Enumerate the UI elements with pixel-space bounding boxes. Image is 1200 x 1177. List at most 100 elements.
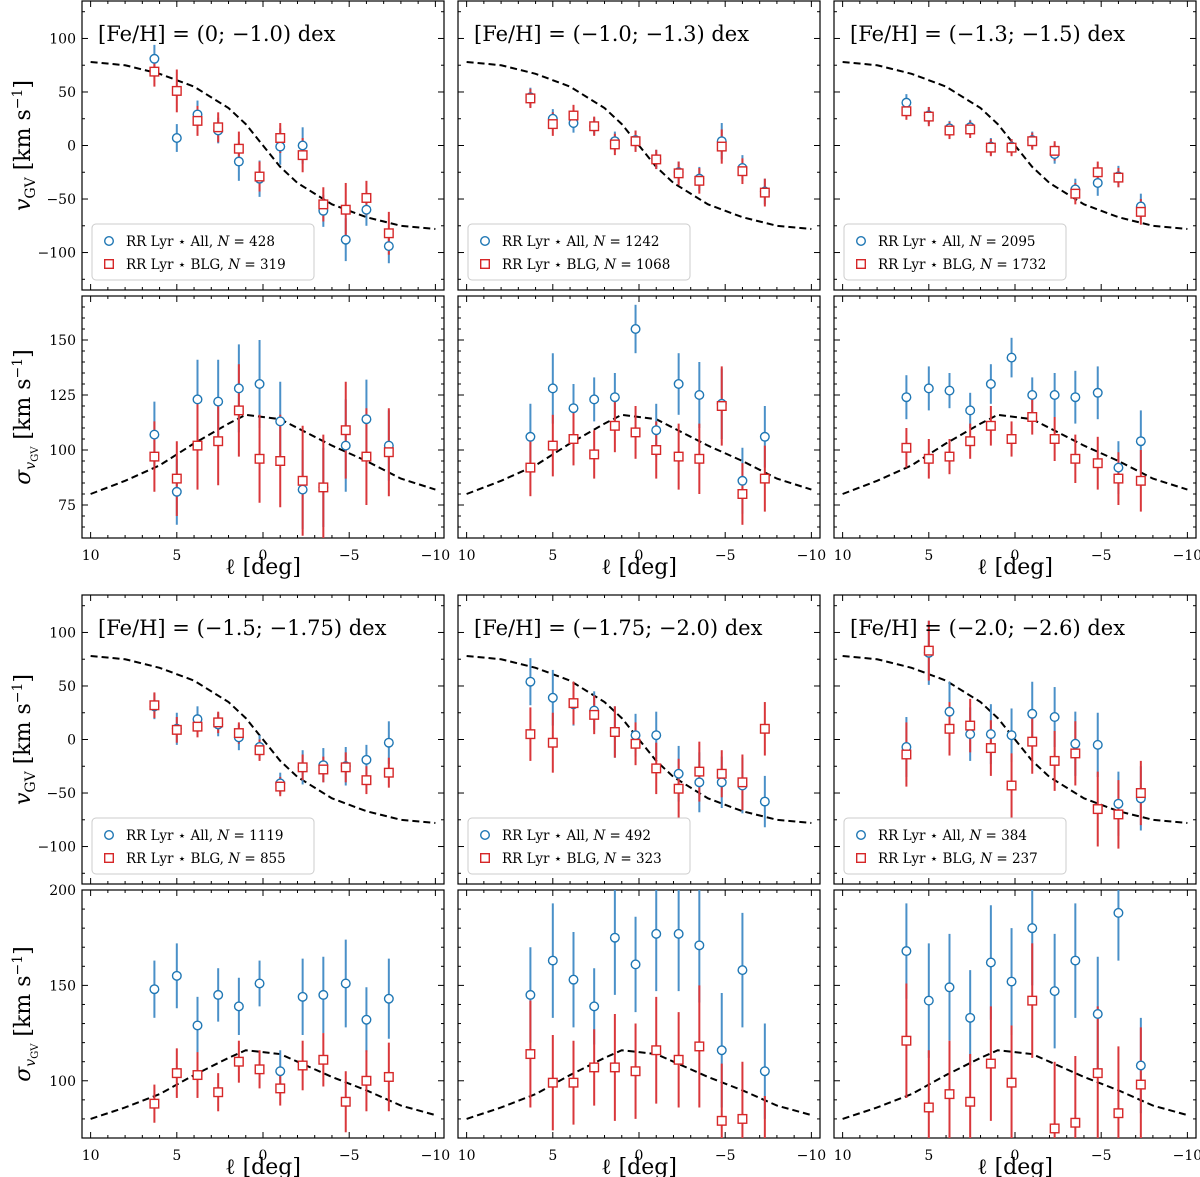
- disp-series: [901, 890, 1146, 1138]
- legend-box: [467, 223, 691, 281]
- mean-all-point: [901, 97, 912, 108]
- disp-all-point: [254, 978, 265, 989]
- disp-blg-point: [694, 453, 705, 464]
- disp-all-point: [694, 390, 705, 401]
- disp-blg-point: [1092, 458, 1103, 469]
- disp-blg-point: [275, 1083, 286, 1094]
- disp-blg-point: [1070, 453, 1081, 464]
- mean-blg-point: [694, 766, 705, 777]
- x-tick-label: 0: [635, 548, 644, 564]
- disp-blg-point: [1135, 1079, 1146, 1090]
- legend-n-symbol: N: [216, 828, 230, 844]
- mean-blg-point: [149, 700, 160, 711]
- mean-blg-point: [361, 192, 372, 203]
- disp-blg-point: [944, 451, 955, 462]
- disp-blg-point: [589, 449, 600, 460]
- disp-blg-point: [716, 1115, 727, 1126]
- disp-blg-point: [1027, 995, 1038, 1006]
- unit-close: ]: [11, 674, 36, 683]
- legend-blg-text: RR Lyr ⋆ BLG,: [126, 257, 228, 273]
- disp-blg-point: [901, 442, 912, 453]
- disp-all-point: [609, 392, 620, 403]
- legend-blg-count: = 237: [992, 851, 1038, 867]
- disp-blg-point: [673, 1054, 684, 1065]
- disp-all-point: [944, 385, 955, 396]
- legend-all-text: RR Lyr ⋆ All,: [126, 828, 217, 844]
- disp-blg-point: [547, 1077, 558, 1088]
- disp-all-point: [297, 991, 308, 1002]
- disp-ytick-label: 150: [49, 978, 76, 994]
- disp-ytick-label: 200: [49, 883, 76, 899]
- disp-blg-point: [1135, 475, 1146, 486]
- disp-all-point: [192, 394, 203, 405]
- disp-blg-point: [985, 420, 996, 431]
- legend-all-marker: [480, 235, 491, 246]
- legend-all-marker: [480, 830, 491, 841]
- mean-blg-point: [1135, 788, 1146, 799]
- x-tick-label: 10: [82, 1148, 100, 1164]
- model-mean-curve: [90, 655, 436, 824]
- disp-blg-point: [716, 401, 727, 412]
- disp-ytick-label: 125: [49, 388, 76, 404]
- disp-blg-point: [254, 453, 265, 464]
- disp-all-point: [149, 429, 160, 440]
- legend-blg-count: = 319: [240, 257, 286, 273]
- disp-blg-point: [759, 473, 770, 484]
- panel-title: [Fe/H] = (−1.5; −1.75) dex: [98, 616, 387, 640]
- disp-blg-point: [547, 440, 558, 451]
- mean-blg-point: [171, 724, 182, 735]
- mean-blg-point: [965, 720, 976, 731]
- unit-superscript: −1: [10, 955, 26, 976]
- disp-all-point: [1113, 907, 1124, 918]
- x-axis-label-text: ℓ [deg]: [225, 1155, 301, 1177]
- mean-all-point: [340, 234, 351, 245]
- mean-all-point: [525, 676, 536, 687]
- mean-blg-point: [192, 115, 203, 126]
- legend-box: [843, 817, 1067, 875]
- disp-blg-point: [213, 1087, 224, 1098]
- disp-all-point: [694, 940, 705, 951]
- disp-all-point: [171, 486, 182, 497]
- legend-n-symbol: N: [979, 851, 993, 867]
- x-axis-label-text: ℓ [deg]: [977, 1155, 1053, 1177]
- mean-blg-point: [525, 93, 536, 104]
- mean-blg-point: [673, 168, 684, 179]
- legend-all-text: RR Lyr ⋆ All,: [126, 234, 217, 250]
- disp-all-point: [673, 379, 684, 390]
- disp-y-subsubscript: GV: [30, 1043, 41, 1059]
- legend-blg-label: RR Lyr ⋆ BLG, N = 323: [502, 851, 662, 867]
- x-tick-label: 10: [834, 1148, 852, 1164]
- mean-blg-point: [318, 764, 329, 775]
- mean-blg-point: [297, 762, 308, 773]
- mean-ytick-label: 50: [58, 85, 76, 101]
- disp-blg-point: [1113, 1108, 1124, 1119]
- legend-blg-marker: [856, 259, 867, 270]
- legend-all-marker: [103, 830, 114, 841]
- mean-all-point: [1049, 712, 1060, 723]
- mean-all-point: [1027, 708, 1038, 719]
- model-disp-curve: [466, 413, 812, 495]
- disp-blg-point: [149, 451, 160, 462]
- disp-blg-point: [383, 447, 394, 458]
- legend-all-count: = 1242: [605, 234, 659, 250]
- legend-n-symbol: N: [592, 828, 606, 844]
- legend-all-text: RR Lyr ⋆ All,: [878, 234, 969, 250]
- x-axis-label: ℓ [deg]: [225, 1155, 301, 1177]
- mean-ytick-label: −50: [46, 192, 76, 208]
- legend-blg-text: RR Lyr ⋆ BLG,: [878, 257, 980, 273]
- mean-ytick-label: 100: [49, 31, 76, 47]
- legend-all-text: RR Lyr ⋆ All,: [878, 828, 969, 844]
- legend-blg-marker: [103, 259, 114, 270]
- disp-ytick-label: 100: [49, 443, 76, 459]
- disp-blg-point: [944, 1089, 955, 1100]
- disp-all-point: [361, 1014, 372, 1025]
- legend-blg-text: RR Lyr ⋆ BLG,: [878, 851, 980, 867]
- legend-all-count: = 2095: [981, 234, 1035, 250]
- panel-title: [Fe/H] = (0; −1.0) dex: [98, 22, 336, 46]
- disp-blg-point: [901, 1035, 912, 1046]
- mean-blg-point: [923, 645, 934, 656]
- disp-ytick-label: 100: [49, 1074, 76, 1090]
- mean-y-axis-label: vGV [km s−1]: [10, 674, 39, 805]
- disp-all-point: [525, 431, 536, 442]
